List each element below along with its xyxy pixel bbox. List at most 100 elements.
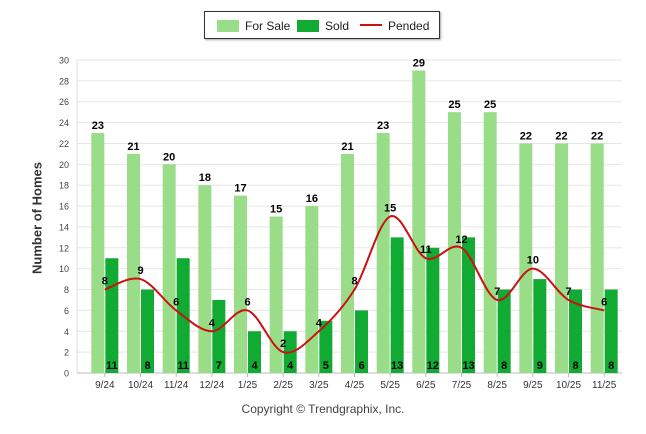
data-label-sold: 13 [391,360,403,372]
legend-label-for-sale: For Sale [245,19,291,33]
legend-item-sold[interactable]: Sold [297,18,349,34]
y-tick-label: 10 [59,264,69,274]
x-tick-label: 4/25 [345,380,365,391]
bar-sold [462,237,475,373]
data-labels: 2311218201118717415416521623132912251325… [92,57,615,372]
x-axis: 9/24 10/24 11/24 12/24 1/25 2/25 3/25 4/25 5/25 6… [95,373,617,391]
data-label-pended: 2 [280,338,286,350]
y-tick-label: 0 [64,369,69,379]
x-tick-label: 3/25 [309,380,329,391]
x-tick-label: 7/25 [452,380,472,391]
data-label-pended: 4 [316,317,323,329]
bars [91,70,618,374]
data-label-for-sale: 21 [341,141,353,153]
bar-for-sale [412,70,426,373]
data-label-pended: 6 [173,296,179,308]
bar-sold [426,247,440,373]
x-tick-label: 6/25 [416,380,436,391]
pended-line [104,215,605,354]
legend-swatch-pended [360,24,382,26]
y-tick-label: 8 [64,285,69,295]
legend-item-for-sale[interactable]: For Sale [217,18,290,34]
data-label-sold: 9 [537,360,543,372]
bar-for-sale [305,206,319,373]
legend: For Sale Sold Pended [204,11,440,39]
data-label-for-sale: 18 [199,172,211,184]
y-tick-label: 6 [64,306,69,316]
y-tick-label: 16 [59,202,69,212]
x-tick-label: 2/25 [273,380,293,391]
data-label-sold: 8 [608,360,614,372]
data-label-for-sale: 29 [413,57,425,69]
y-tick-label: 28 [59,76,69,86]
data-label-pended: 10 [527,255,539,267]
y-tick-label: 18 [59,181,69,191]
legend-swatch-for-sale [217,20,239,32]
pended-series-line [104,215,605,354]
data-label-pended: 8 [351,276,357,288]
legend-label-pended: Pended [388,19,430,33]
data-label-sold: 8 [501,360,507,372]
data-label-sold: 13 [462,360,474,372]
data-label-for-sale: 23 [377,120,389,132]
data-label-sold: 4 [251,360,258,372]
x-tick-label: 9/24 [95,380,115,391]
y-axis-title: Number of Homes [29,162,45,274]
y-tick-label: 24 [59,118,69,128]
x-tick-label: 9/25 [523,380,543,391]
data-label-sold: 6 [358,360,364,372]
data-label-for-sale: 22 [591,130,603,142]
data-label-for-sale: 22 [555,130,567,142]
bar-for-sale [127,153,140,373]
legend-label-sold: Sold [325,19,350,33]
copyright: Copyright © Trendgraphix, Inc. [241,402,405,416]
data-label-for-sale: 22 [520,130,532,142]
bar-sold [497,289,511,373]
y-tick-label: 14 [59,222,69,232]
data-label-sold: 11 [106,360,118,372]
bar-sold [569,289,582,373]
bar-for-sale [519,143,533,373]
data-label-sold: 4 [287,360,294,372]
legend-item-pended[interactable]: Pended [360,18,429,34]
bar-for-sale [376,133,390,373]
data-label-pended: 6 [601,296,607,308]
data-label-sold: 8 [572,360,578,372]
data-label-for-sale: 21 [127,141,139,153]
data-label-pended: 12 [455,234,467,246]
data-label-for-sale: 16 [306,193,318,205]
data-label-for-sale: 20 [163,151,175,163]
y-tick-label: 26 [59,97,69,107]
data-label-for-sale: 25 [448,99,460,111]
x-tick-label: 11/24 [164,380,189,391]
x-tick-label: 10/25 [556,380,581,391]
bar-for-sale [590,143,604,373]
data-label-pended: 7 [494,286,500,298]
bar-sold [390,237,404,373]
y-tick-label: 12 [59,243,69,253]
bar-for-sale [483,112,497,374]
data-label-pended: 4 [209,317,216,329]
x-tick-label: 11/25 [592,380,617,391]
data-label-for-sale: 15 [270,204,282,216]
bar-sold [141,289,154,373]
x-tick-label: 8/25 [487,380,507,391]
data-label-pended: 15 [384,203,396,215]
x-tick-label: 5/25 [380,380,400,391]
bar-sold [355,310,368,373]
bar-for-sale [198,185,212,373]
data-label-for-sale: 25 [484,99,496,111]
x-tick-label: 10/24 [128,380,153,391]
y-tick-label: 20 [59,160,69,170]
data-label-sold: 8 [144,360,150,372]
data-label-pended: 6 [244,296,250,308]
data-label-sold: 7 [216,360,222,372]
data-label-pended: 7 [565,286,571,298]
bar-sold [533,279,547,373]
y-tick-label: 22 [59,139,69,149]
data-label-pended: 9 [137,265,143,277]
x-tick-label: 1/25 [238,380,258,391]
bar-for-sale [269,216,283,373]
y-tick-label: 4 [64,327,69,337]
